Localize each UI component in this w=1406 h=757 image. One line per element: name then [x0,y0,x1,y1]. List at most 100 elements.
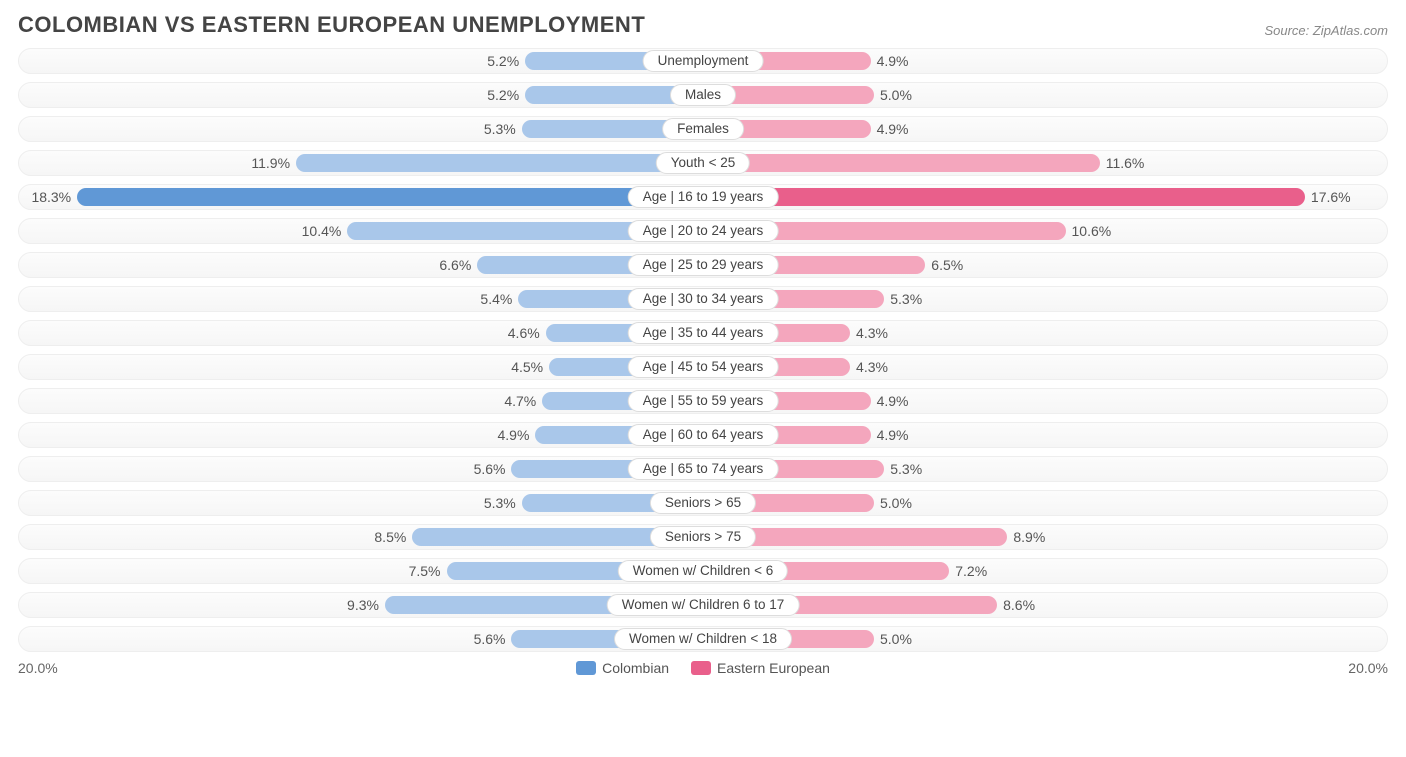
table-row: 4.9%4.9%Age | 60 to 64 years [18,422,1388,448]
legend-label-left: Colombian [602,660,669,676]
right-half: 5.0% [703,83,1387,107]
value-left: 5.6% [474,627,512,651]
value-right: 4.3% [850,321,888,345]
table-row: 5.2%4.9%Unemployment [18,48,1388,74]
row-label: Women w/ Children < 6 [618,560,788,582]
left-half: 4.9% [19,423,703,447]
value-right: 5.0% [874,627,912,651]
row-label: Seniors > 75 [650,526,756,548]
table-row: 5.3%5.0%Seniors > 65 [18,490,1388,516]
value-left: 4.6% [508,321,546,345]
right-half: 6.5% [703,253,1387,277]
left-half: 4.6% [19,321,703,345]
row-label: Age | 60 to 64 years [628,424,779,446]
row-label: Age | 25 to 29 years [628,254,779,276]
value-right: 6.5% [925,253,963,277]
value-right: 8.9% [1007,525,1045,549]
left-half: 4.7% [19,389,703,413]
legend-item-left: Colombian [576,660,669,676]
row-label: Seniors > 65 [650,492,756,514]
row-label: Males [670,84,736,106]
table-row: 7.5%7.2%Women w/ Children < 6 [18,558,1388,584]
row-label: Youth < 25 [656,152,750,174]
left-half: 4.5% [19,355,703,379]
left-half: 10.4% [19,219,703,243]
right-half: 8.9% [703,525,1387,549]
row-label: Age | 65 to 74 years [628,458,779,480]
chart-title: COLOMBIAN VS EASTERN EUROPEAN UNEMPLOYME… [18,12,645,38]
legend-line: 20.0% Colombian Eastern European 20.0% [18,660,1388,676]
right-half: 4.9% [703,389,1387,413]
value-left: 5.6% [474,457,512,481]
table-row: 18.3%17.6%Age | 16 to 19 years [18,184,1388,210]
right-half: 5.3% [703,457,1387,481]
right-half: 4.3% [703,321,1387,345]
right-half: 11.6% [703,151,1387,175]
row-label: Age | 35 to 44 years [628,322,779,344]
legend-swatch-left [576,661,596,675]
source-attribution: Source: ZipAtlas.com [1264,23,1388,38]
value-left: 5.2% [487,49,525,73]
left-half: 5.3% [19,491,703,515]
left-half: 5.6% [19,627,703,651]
legend: Colombian Eastern European [576,660,830,676]
table-row: 4.6% 4.3% Age | 35 to 44 years [18,320,1388,346]
right-half: 17.6% [703,185,1387,209]
value-right: 4.9% [871,49,909,73]
table-row: 5.6% 5.3%Age | 65 to 74 years [18,456,1388,482]
table-row: 4.7% 4.9% Age | 55 to 59 years [18,388,1388,414]
table-row: 5.3%4.9%Females [18,116,1388,142]
value-right: 17.6% [1305,185,1351,209]
left-half: 5.2% [19,49,703,73]
row-label: Women w/ Children 6 to 17 [607,594,800,616]
value-left: 18.3% [31,185,77,209]
value-left: 7.5% [409,559,447,583]
value-left: 4.7% [504,389,542,413]
left-half: 11.9% [19,151,703,175]
table-row: 5.2%5.0%Males [18,82,1388,108]
axis-right-max: 20.0% [1348,660,1388,676]
value-right: 4.9% [871,389,909,413]
value-left: 8.5% [374,525,412,549]
row-label: Age | 55 to 59 years [628,390,779,412]
table-row: 5.4% 5.3% Age | 30 to 34 years [18,286,1388,312]
table-row: 8.5% 8.9% Seniors > 75 [18,524,1388,550]
bar-right [703,188,1305,206]
value-left: 4.5% [511,355,549,379]
value-left: 9.3% [347,593,385,617]
table-row: 5.6% 5.0% Women w/ Children < 18 [18,626,1388,652]
row-label: Females [662,118,744,140]
legend-label-right: Eastern European [717,660,830,676]
value-left: 11.9% [251,151,296,175]
value-right: 10.6% [1066,219,1112,243]
left-half: 8.5% [19,525,703,549]
value-left: 5.3% [484,491,522,515]
row-label: Age | 20 to 24 years [628,220,779,242]
right-half: 5.3% [703,287,1387,311]
rows-host: 5.2%4.9%Unemployment5.2%5.0%Males5.3%4.9… [18,48,1388,652]
left-half: 7.5% [19,559,703,583]
right-half: 10.6% [703,219,1387,243]
table-row: 11.9% 11.6%Youth < 25 [18,150,1388,176]
chart-container: COLOMBIAN VS EASTERN EUROPEAN UNEMPLOYME… [0,0,1406,757]
right-half: 5.0% [703,627,1387,651]
value-right: 4.9% [871,423,909,447]
table-row: 6.6% 6.5% Age | 25 to 29 years [18,252,1388,278]
value-right: 4.9% [871,117,909,141]
legend-item-right: Eastern European [691,660,830,676]
table-row: 4.5%4.3%Age | 45 to 54 years [18,354,1388,380]
left-half: 6.6% [19,253,703,277]
right-half: 4.9% [703,423,1387,447]
row-label: Age | 30 to 34 years [628,288,779,310]
left-half: 5.4% [19,287,703,311]
value-right: 5.3% [884,287,922,311]
axis-left-max: 20.0% [18,660,58,676]
value-right: 4.3% [850,355,888,379]
table-row: 9.3% 8.6% Women w/ Children 6 to 17 [18,592,1388,618]
value-left: 5.4% [480,287,518,311]
value-right: 8.6% [997,593,1035,617]
row-label: Women w/ Children < 18 [614,628,792,650]
value-left: 10.4% [302,219,348,243]
left-half: 9.3% [19,593,703,617]
table-row: 10.4% 10.6% Age | 20 to 24 years [18,218,1388,244]
